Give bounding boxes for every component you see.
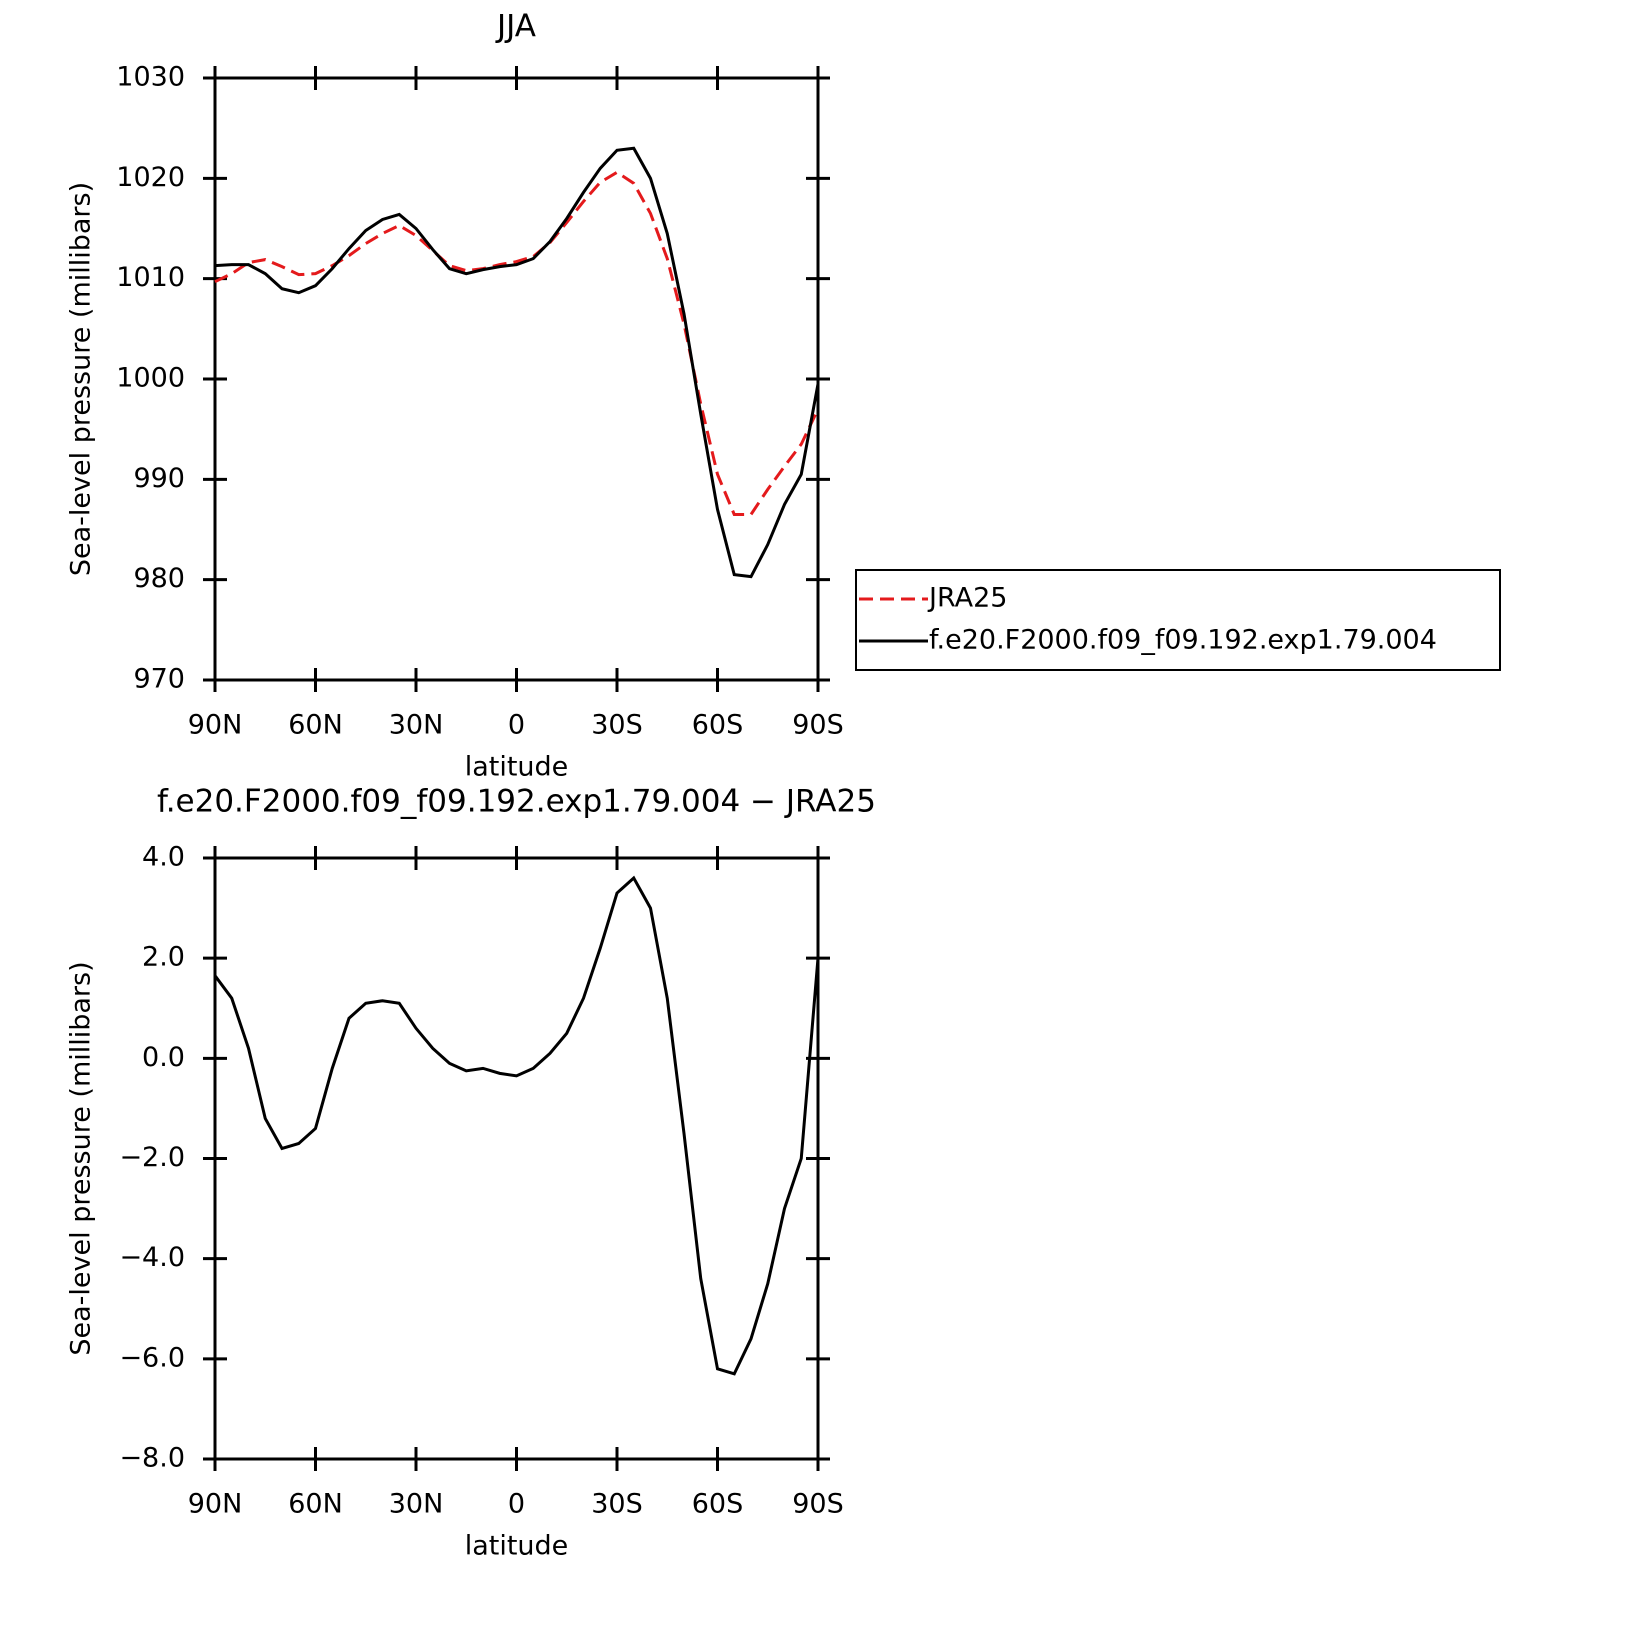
legend-label: f.e20.F2000.f09_f09.192.exp1.79.004 bbox=[929, 625, 1437, 656]
x-tick-label: 90N bbox=[188, 710, 243, 741]
x-tick-label: 60S bbox=[692, 1489, 744, 1520]
y-tick-label: 1020 bbox=[116, 162, 185, 193]
x-tick-label: 90N bbox=[188, 1489, 243, 1520]
data-line bbox=[214, 170, 820, 516]
y-tick-label: 970 bbox=[133, 664, 185, 695]
x-tick-label: 90S bbox=[792, 1489, 844, 1520]
x-axis-label: latitude bbox=[465, 752, 569, 783]
legend-box bbox=[855, 569, 1501, 671]
chart-title: f.e20.F2000.f09_f09.192.exp1.79.004 − JR… bbox=[157, 784, 876, 820]
x-tick-label: 0 bbox=[508, 1489, 525, 1520]
y-tick-label: 0.0 bbox=[142, 1042, 185, 1073]
y-tick-label: 1000 bbox=[116, 363, 185, 394]
y-axis-label: Sea-level pressure (millibars) bbox=[66, 182, 97, 576]
y-tick-label: −6.0 bbox=[119, 1342, 185, 1373]
x-tick-label: 90S bbox=[792, 710, 844, 741]
x-tick-label: 30N bbox=[389, 710, 444, 741]
y-tick-label: 980 bbox=[133, 563, 185, 594]
y-tick-label: −4.0 bbox=[119, 1242, 185, 1273]
y-tick-label: 990 bbox=[133, 463, 185, 494]
x-tick-label: 60N bbox=[288, 1489, 343, 1520]
x-tick-label: 30N bbox=[389, 1489, 444, 1520]
x-tick-label: 60S bbox=[692, 710, 744, 741]
x-tick-label: 30S bbox=[591, 710, 643, 741]
y-axis-label: Sea-level pressure (millibars) bbox=[66, 961, 97, 1355]
y-tick-label: 4.0 bbox=[142, 842, 185, 873]
legend: JRA25 f.e20.F2000.f09_f09.192.exp1.79.004 bbox=[855, 569, 1501, 671]
chart-title: JJA bbox=[495, 9, 536, 45]
y-tick-label: −2.0 bbox=[119, 1142, 185, 1173]
y-tick-label: −8.0 bbox=[119, 1443, 185, 1474]
y-tick-label: 1010 bbox=[116, 262, 185, 293]
plot-frame bbox=[213, 76, 820, 682]
legend-label: JRA25 bbox=[927, 583, 1007, 614]
y-tick-label: 1030 bbox=[116, 62, 185, 93]
y-tick-label: 2.0 bbox=[142, 942, 185, 973]
data-line bbox=[213, 875, 820, 1376]
x-tick-label: 30S bbox=[591, 1489, 643, 1520]
data-line bbox=[214, 146, 820, 579]
x-axis-label: latitude bbox=[465, 1531, 569, 1562]
plot-frame bbox=[213, 856, 820, 1461]
x-tick-label: 0 bbox=[508, 710, 525, 741]
x-tick-label: 60N bbox=[288, 710, 343, 741]
